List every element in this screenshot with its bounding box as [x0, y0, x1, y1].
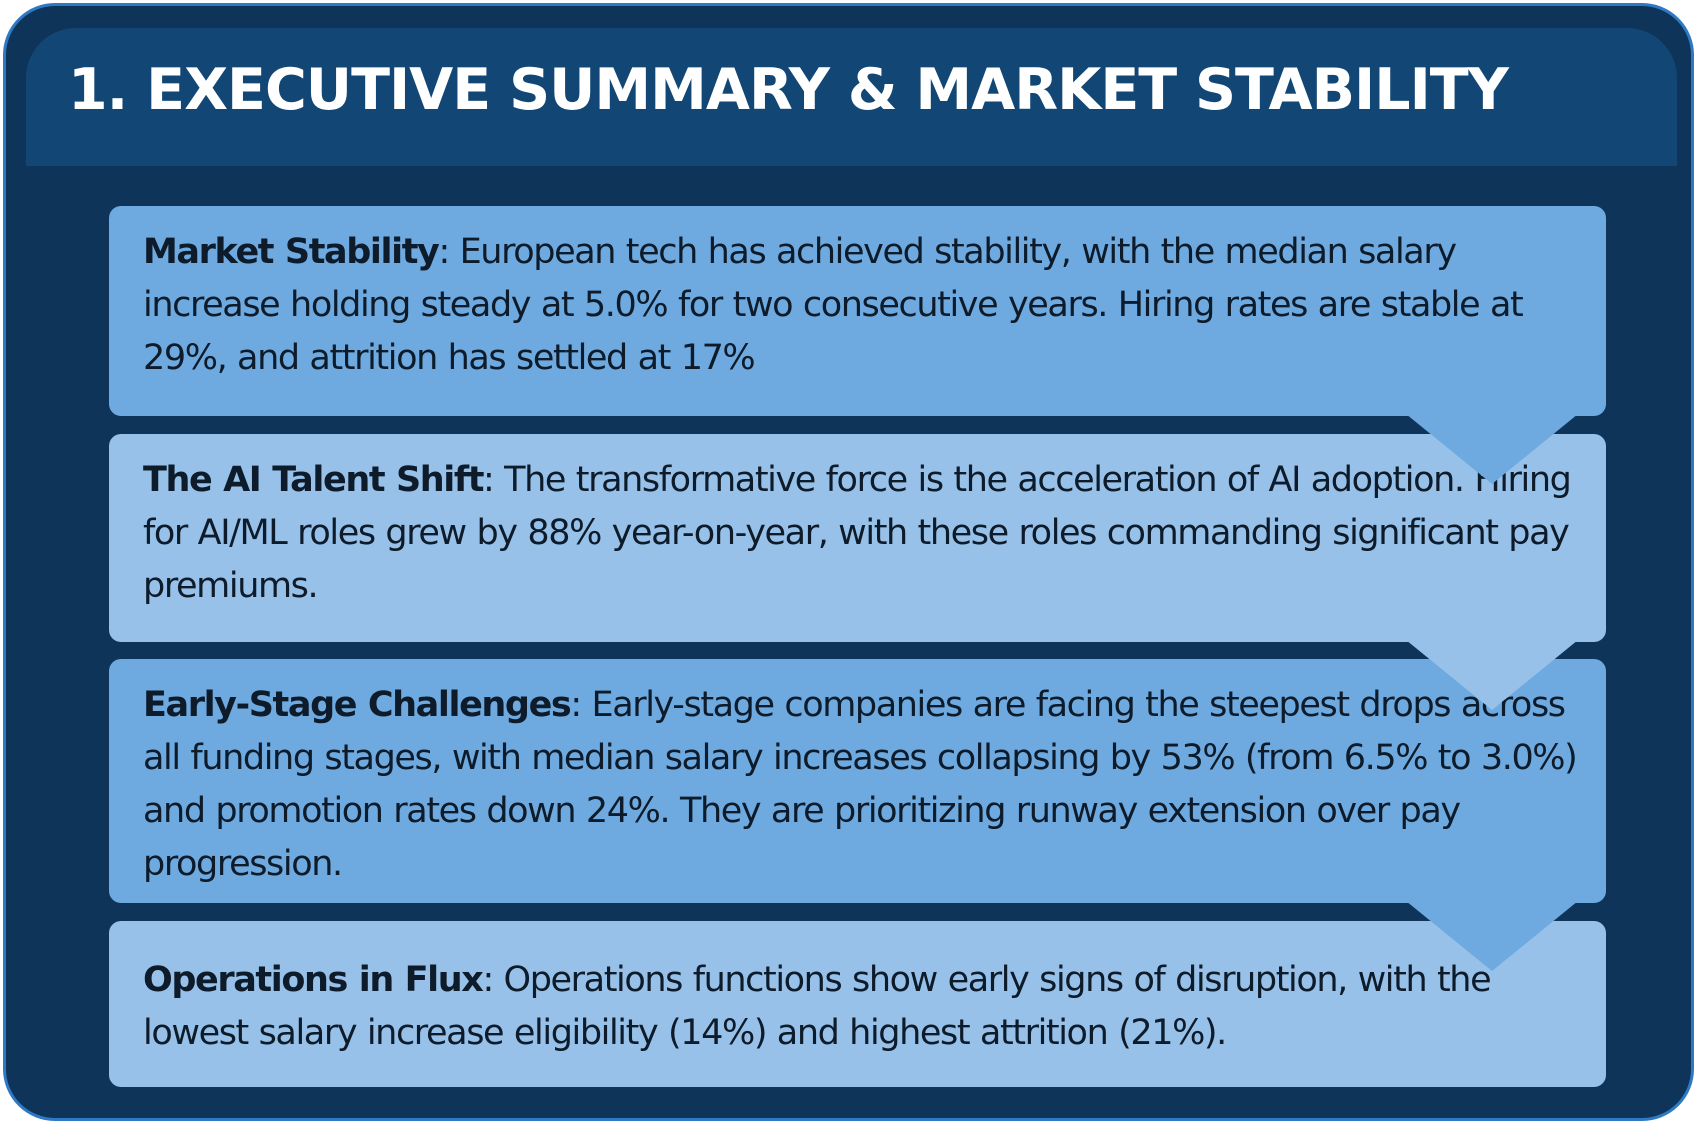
card-heading: Operations in Flux	[143, 960, 484, 1000]
card-body: : Operations functions show early signs …	[143, 960, 1492, 1053]
chevron-down-icon	[1406, 414, 1578, 484]
card-heading: Early-Stage Challenges	[143, 685, 572, 725]
card-heading: The AI Talent Shift	[143, 460, 484, 500]
card-market-stability: Market Stability: European tech has achi…	[109, 206, 1606, 416]
section-header: 1. EXECUTIVE SUMMARY & MARKET STABILITY	[26, 28, 1677, 166]
card-text: Operations in Flux: Operations functions…	[143, 954, 1582, 1060]
chevron-down-icon	[1406, 901, 1578, 971]
card-operations-in-flux: Operations in Flux: Operations functions…	[109, 921, 1606, 1087]
card-body: : European tech has achieved stability, …	[143, 232, 1524, 378]
card-body: : The transformative force is the accele…	[143, 460, 1572, 606]
section-title: 1. EXECUTIVE SUMMARY & MARKET STABILITY	[68, 57, 1509, 123]
card-heading: Market Stability	[143, 232, 440, 272]
card-text: Early-Stage Challenges: Early-stage comp…	[143, 679, 1582, 891]
card-ai-talent-shift: The AI Talent Shift: The transformative …	[109, 434, 1606, 642]
card-early-stage-challenges: Early-Stage Challenges: Early-stage comp…	[109, 659, 1606, 903]
card-body: : Early-stage companies are facing the s…	[143, 685, 1578, 884]
card-text: Market Stability: European tech has achi…	[143, 226, 1582, 385]
card-text: The AI Talent Shift: The transformative …	[143, 454, 1582, 613]
summary-panel: 1. EXECUTIVE SUMMARY & MARKET STABILITY …	[3, 3, 1694, 1121]
chevron-down-icon	[1406, 640, 1578, 710]
